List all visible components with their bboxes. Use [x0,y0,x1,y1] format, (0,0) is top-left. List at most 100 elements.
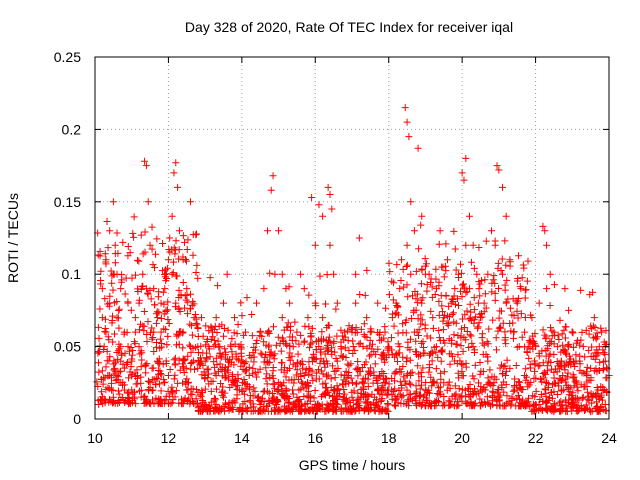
data-point [175,227,183,235]
data-point [157,315,165,323]
data-point [513,277,521,285]
data-point [111,241,119,249]
data-point [550,350,558,358]
data-point [115,368,123,376]
data-point [544,345,552,353]
data-point [250,358,258,366]
data-point [407,381,415,389]
data-point [572,351,580,359]
data-point [162,392,170,400]
data-point [597,393,605,401]
data-point [581,353,589,361]
data-point [394,303,402,311]
data-point [446,360,454,368]
data-point [286,342,294,350]
data-point [241,360,249,368]
data-point [173,330,181,338]
data-point [256,365,264,373]
data-point [285,283,293,291]
data-point [337,404,345,412]
data-point [356,291,364,299]
data-point [499,183,507,191]
data-point [384,346,392,354]
data-point [108,279,116,287]
data-point [560,363,568,371]
data-point [140,393,148,401]
data-point [404,370,412,378]
data-point [506,364,514,372]
data-point [523,348,531,356]
data-point [445,335,453,343]
data-point [209,377,217,385]
data-point [496,391,504,399]
data-point [101,324,109,332]
data-point [105,385,113,393]
data-point [379,352,387,360]
data-point [485,379,493,387]
data-point [380,334,388,342]
data-point [233,355,241,363]
data-point [558,387,566,395]
data-point [427,334,435,342]
data-point [489,316,497,324]
data-point [159,240,167,248]
data-point [149,261,157,269]
data-point [406,379,414,387]
data-point [475,244,483,252]
data-point [183,291,191,299]
data-point [564,385,572,393]
data-point [511,386,519,394]
data-point [498,381,506,389]
data-point [423,287,431,295]
data-point [467,258,475,266]
data-point [264,227,272,235]
data-point [503,276,511,284]
data-point [218,321,226,329]
data-point [258,398,266,406]
data-point [306,392,314,400]
data-point [349,342,357,350]
data-point [174,183,182,191]
data-point [169,269,177,277]
data-point [425,351,433,359]
data-point [432,399,440,407]
data-point [297,331,305,339]
data-point [444,381,452,389]
data-point [498,255,506,263]
data-point [393,309,401,317]
data-point [432,348,440,356]
data-point [345,361,353,369]
data-point [124,242,132,250]
data-point [603,365,611,373]
data-point [266,374,274,382]
data-point [422,260,430,268]
data-point [417,221,425,229]
data-point [257,349,265,357]
data-point [323,271,331,279]
data-point [465,212,473,220]
data-point [572,401,580,409]
data-point [406,390,414,398]
data-point [289,401,297,409]
data-point [241,397,249,405]
data-point [459,315,467,323]
data-point [412,348,420,356]
data-point [345,322,353,330]
data-point [484,270,492,278]
data-point [324,371,332,379]
data-point [420,343,428,351]
data-point [117,367,125,375]
data-point [561,347,569,355]
data-point [187,348,195,356]
data-point [297,370,305,378]
data-point [417,320,425,328]
data-point [405,133,413,141]
data-point [404,293,412,301]
y-axis-label: ROTI / TECUs [5,193,21,283]
data-point [119,238,127,246]
data-point [529,340,537,348]
data-point [115,324,123,332]
data-point [228,353,236,361]
data-point [380,378,388,386]
data-point [367,406,375,414]
